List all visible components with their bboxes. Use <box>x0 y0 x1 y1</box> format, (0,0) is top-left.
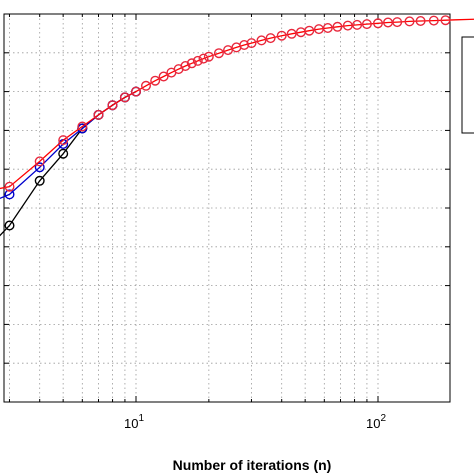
series-point-3 <box>404 16 415 27</box>
series-point-3 <box>276 30 287 41</box>
series-point-3 <box>4 181 15 192</box>
series-point-3 <box>322 23 333 34</box>
series-point-3 <box>186 58 197 69</box>
series-point-3 <box>140 80 151 91</box>
series-point-3 <box>150 75 161 86</box>
series-line-1 <box>0 91 137 237</box>
series-point-2 <box>34 162 45 173</box>
series-point-3 <box>203 51 214 62</box>
series-point-3 <box>361 19 372 30</box>
series-point-1 <box>58 148 69 159</box>
series-point-3 <box>246 38 257 49</box>
series-point-3 <box>107 100 118 111</box>
series-point-3 <box>93 109 104 120</box>
series-point-3 <box>239 40 250 51</box>
grid <box>4 14 450 402</box>
series-point-3 <box>286 28 297 39</box>
series-point-3 <box>198 53 209 64</box>
x-tick-label: 101 <box>124 413 144 431</box>
series-point-3 <box>58 135 69 146</box>
series-point-3 <box>342 20 353 31</box>
series-point-1 <box>4 220 15 231</box>
series-point-3 <box>428 15 439 26</box>
series-point-3 <box>34 156 45 167</box>
series-point-3 <box>265 33 276 44</box>
series-point-3 <box>192 55 203 66</box>
series-point-3 <box>373 18 384 29</box>
series-point-1 <box>34 175 45 186</box>
series-point-3 <box>415 16 426 27</box>
legend-box <box>461 36 474 134</box>
tick-marks <box>4 14 450 402</box>
x-tick-labels: 101 102 <box>124 413 386 431</box>
series-point-3 <box>77 121 88 132</box>
series-point-3 <box>352 19 363 30</box>
series-point-3 <box>392 17 403 28</box>
series-point-3 <box>119 92 130 103</box>
series-group <box>0 15 474 237</box>
series-point-3 <box>304 25 315 36</box>
series-point-3 <box>130 86 141 97</box>
series-line-3 <box>0 18 474 190</box>
series-point-3 <box>440 15 451 26</box>
series-point-2 <box>4 189 15 200</box>
series-point-3 <box>332 21 343 32</box>
series-point-3 <box>213 48 224 59</box>
series-line-2 <box>0 91 137 199</box>
series-point-3 <box>158 71 169 82</box>
series-point-3 <box>256 35 267 46</box>
x-axis-label: Number of iterations (n) <box>173 457 332 473</box>
series-point-3 <box>180 61 191 72</box>
x-tick-label: 102 <box>366 413 386 431</box>
